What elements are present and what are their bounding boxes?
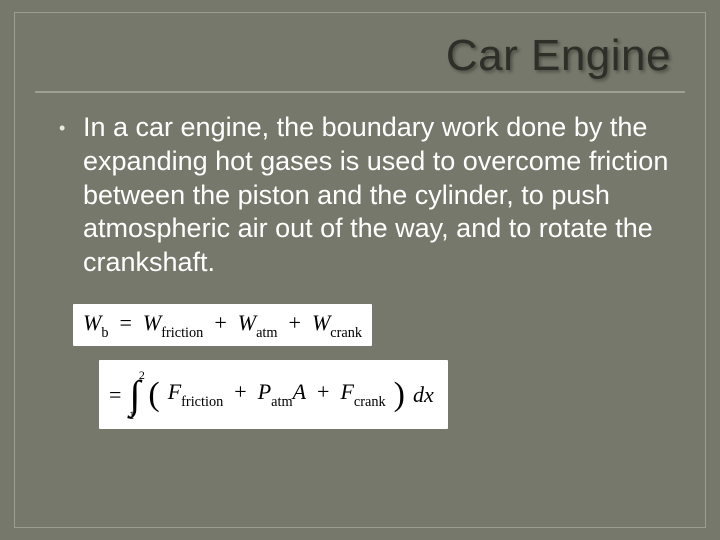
eq1-lhs-sym: W [83, 310, 101, 335]
slide: Car Engine • In a car engine, the bounda… [0, 0, 720, 540]
eq2-t1-sub: friction [181, 394, 223, 410]
eq2-t2a-sym: P [258, 379, 271, 404]
body-area: • In a car engine, the boundary work don… [15, 93, 705, 280]
eq2-plus2: + [317, 379, 329, 404]
title-area: Car Engine [15, 13, 705, 89]
eq1-t3-sub: crank [330, 325, 362, 341]
equations: Wb = Wfriction + Watm + Wcrank = 2 ∫ 1 (… [73, 304, 705, 429]
eq2-t2a-sub: atm [271, 394, 292, 410]
slide-frame: Car Engine • In a car engine, the bounda… [14, 12, 706, 528]
eq2-t2b-sym: A [293, 379, 306, 404]
eq2-t3-sym: F [340, 379, 353, 404]
rparen-icon: ) [394, 381, 405, 408]
eq1-plus1: + [214, 310, 226, 335]
integral-block: 2 ∫ 1 [129, 368, 140, 421]
eq1-t1-sym: W [143, 310, 161, 335]
eq2-t1-sym: F [168, 379, 181, 404]
eq2-dx: dx [413, 382, 434, 408]
equation-2: = 2 ∫ 1 ( Ffriction + PatmA + Fcrank ) d… [99, 360, 448, 429]
equation-1: Wb = Wfriction + Watm + Wcrank [73, 304, 372, 346]
int-lower: 1 [129, 411, 135, 419]
bullet-glyph: • [59, 111, 73, 280]
body-text: In a car engine, the boundary work done … [83, 111, 671, 280]
eq2-inner: Ffriction + PatmA + Fcrank [168, 379, 386, 409]
lparen-icon: ( [148, 381, 159, 408]
int-upper: 2 [139, 371, 145, 379]
slide-title: Car Engine [49, 31, 671, 81]
eq1-eq: = [119, 310, 131, 335]
eq2-eq: = [109, 382, 121, 408]
eq1-t2-sub: atm [256, 325, 277, 341]
eq2-t3-sub: crank [354, 394, 386, 410]
eq1-t3-sym: W [312, 310, 330, 335]
eq1-plus2: + [289, 310, 301, 335]
eq1-t1-sub: friction [161, 325, 203, 341]
eq1-t2-sym: W [238, 310, 256, 335]
eq1-lhs-sub: b [101, 325, 108, 341]
eq2-plus1: + [234, 379, 246, 404]
